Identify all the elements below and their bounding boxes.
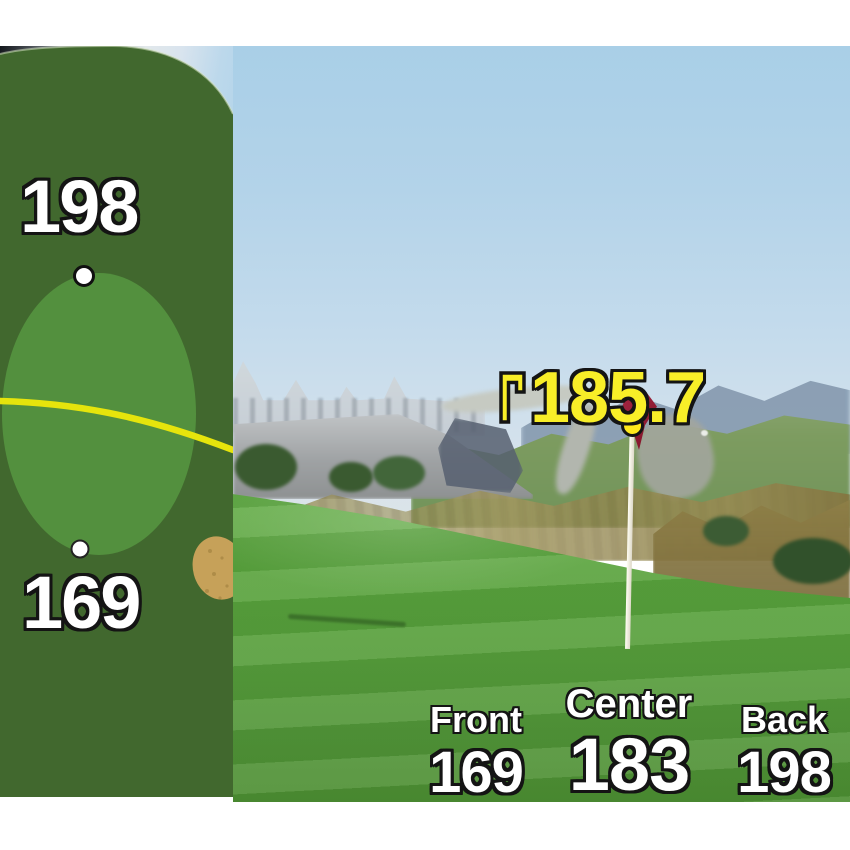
- bush: [329, 462, 373, 492]
- center-distance-label: Center: [565, 682, 693, 726]
- front-distance-label: Front: [430, 699, 522, 740]
- map-front-distance: 169: [22, 561, 141, 644]
- back-of-green-dot: [73, 265, 95, 287]
- green-map-panel[interactable]: 198 169: [0, 44, 246, 797]
- back-distance-value: 198: [737, 740, 832, 802]
- front-of-green-dot: [70, 539, 90, 559]
- pin-distance-value: 185.7: [530, 358, 706, 438]
- center-distance: Center 183: [566, 684, 693, 802]
- back-distance: Back 198: [737, 699, 832, 802]
- bush: [703, 516, 749, 546]
- back-distance-label: Back: [740, 699, 828, 740]
- sprinkler-speck: [701, 430, 708, 436]
- bush: [773, 538, 850, 584]
- bush: [235, 444, 297, 490]
- bunker-shape: [192, 536, 246, 600]
- front-distance-value: 169: [429, 740, 524, 802]
- target-arc-line: [0, 397, 237, 454]
- pin-distance-readout: 185.7: [497, 358, 706, 438]
- map-dome-rim: [0, 44, 234, 115]
- camera-viewfinder[interactable]: 185.7 Front 169 Center 183 Back 198: [233, 46, 850, 802]
- target-hole-dot: [621, 414, 644, 437]
- center-distance-value: 183: [568, 723, 690, 802]
- bunker-speckles: [205, 549, 229, 600]
- bush: [373, 456, 425, 490]
- flag-icon: [499, 371, 526, 424]
- green-map-graphic: [0, 44, 246, 797]
- map-back-distance: 198: [20, 165, 139, 248]
- front-distance: Front 169: [429, 699, 524, 802]
